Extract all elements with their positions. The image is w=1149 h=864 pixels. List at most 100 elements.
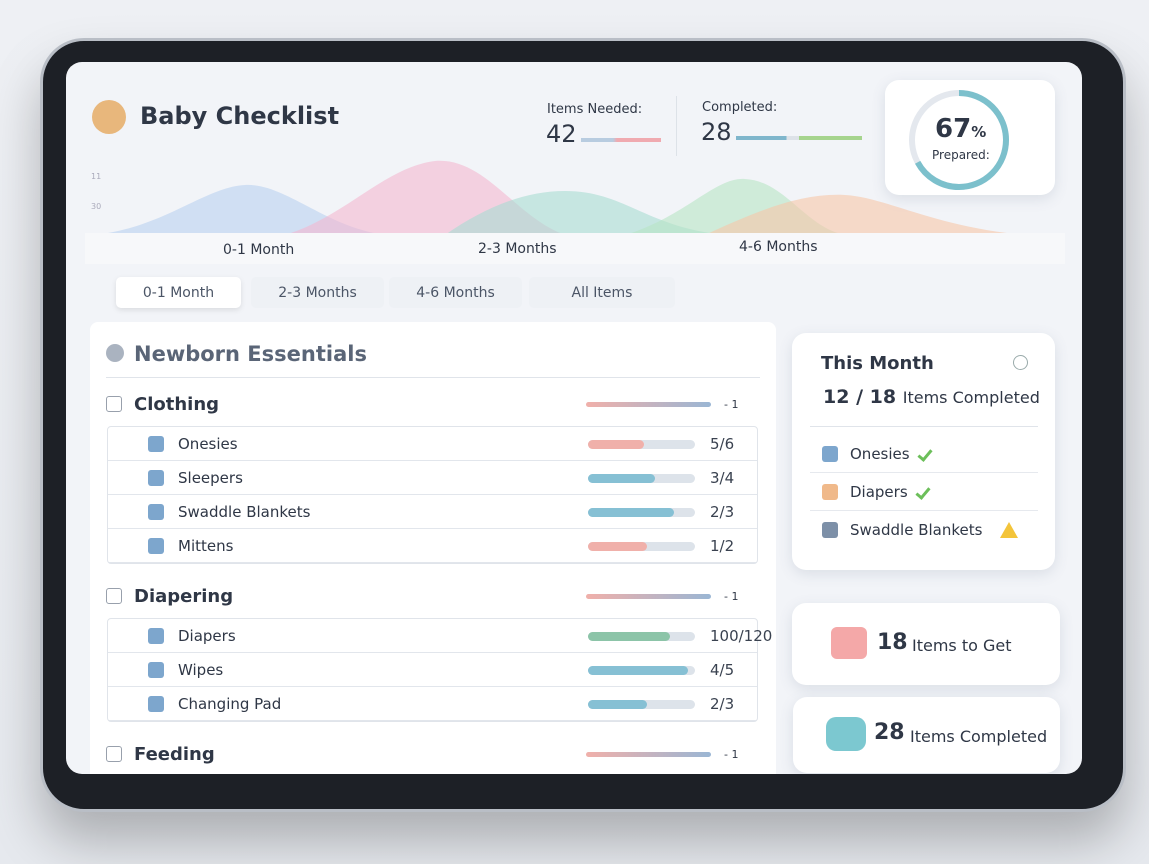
checkbox[interactable] — [148, 538, 164, 554]
progress-fill — [588, 632, 671, 641]
group-name: Diapering — [134, 585, 234, 607]
section-title: Newborn Essentials — [134, 342, 367, 366]
completed-label: Completed: — [702, 100, 778, 115]
warning-icon — [1000, 522, 1019, 538]
item-row: Wipes 4/5 — [108, 653, 757, 687]
items-to-get-card[interactable]: 18 Items to Get — [792, 603, 1060, 685]
timeline-label: 4-6 Months — [739, 239, 818, 255]
group-name: Feeding — [134, 743, 215, 765]
progress-text: 100/120 — [710, 626, 773, 645]
checkbox[interactable] — [148, 470, 164, 486]
progress-track — [588, 474, 695, 483]
group-items: Diapers 100/120 Wipes 4/5 Changing Pad 2/3 — [107, 618, 772, 722]
item-name: Diapers — [178, 626, 236, 645]
prepared-card: 67% Prepared: — [885, 80, 1055, 195]
checkbox[interactable] — [148, 628, 164, 644]
item-row: Changing Pad 2/3 — [108, 687, 757, 721]
mini-bar — [736, 136, 862, 140]
group-summary: - 1 — [724, 589, 739, 603]
summary-label: Items Completed — [902, 388, 1040, 407]
progress-text: 4/5 — [710, 660, 735, 679]
progress-track — [588, 440, 695, 449]
group-header: Feeding - 1 — [106, 738, 760, 770]
tab[interactable]: 2-3 Months — [251, 277, 384, 308]
checkbox[interactable] — [822, 445, 838, 462]
progress-track — [588, 700, 695, 709]
progress-text: 5/6 — [710, 434, 735, 453]
tab[interactable]: 0-1 Month — [116, 277, 241, 308]
completed-value: 28 — [701, 118, 732, 146]
checkbox[interactable] — [106, 746, 122, 762]
month-item: Onesies — [810, 435, 1038, 473]
timeline-axis — [85, 233, 1065, 264]
axis-label: 30 — [91, 202, 101, 211]
done: 12 — [823, 386, 850, 408]
item-name: Swaddle Blankets — [178, 502, 311, 521]
checkbox[interactable] — [148, 696, 164, 712]
timeline-label: 2-3 Months — [478, 241, 557, 257]
item-row: Onesies 5/6 — [108, 427, 757, 461]
checkbox[interactable] — [822, 483, 838, 500]
checklist-panel: Newborn Essentials Clothing - 1 Onesies 5/6… — [90, 322, 776, 774]
progress-text: 2/3 — [710, 694, 735, 713]
progress-fill — [588, 666, 688, 675]
checkbox[interactable] — [106, 396, 122, 412]
progress-track — [588, 666, 695, 675]
item-name: Wipes — [178, 660, 224, 679]
item-name: Swaddle Blankets — [850, 521, 983, 539]
count: 18 — [877, 630, 908, 655]
divider — [106, 377, 760, 378]
app-title: Baby Checklist — [140, 102, 340, 130]
month-item: Diapers — [810, 473, 1038, 511]
wave — [95, 184, 385, 235]
tab[interactable]: All Items — [529, 277, 675, 308]
timeline-waves: 11 30 — [91, 160, 1025, 235]
divider — [810, 426, 1038, 427]
check-mark — [915, 483, 931, 500]
item-row: Mittens 1/2 — [108, 529, 757, 563]
month-item: Swaddle Blankets — [810, 511, 1038, 549]
group-summary: - 1 — [724, 747, 739, 761]
prepared-unit: % — [971, 123, 987, 141]
card-title: This Month — [821, 353, 934, 374]
axis-label: 11 — [91, 172, 101, 181]
checkbox[interactable] — [148, 662, 164, 678]
check-icon — [826, 717, 866, 751]
progress-fill — [588, 508, 674, 517]
items-completed-card[interactable]: 28 Items Completed — [793, 697, 1060, 773]
label: Items to Get — [912, 636, 1012, 655]
group-name: Clothing — [134, 393, 220, 415]
tab[interactable]: 4-6 Months — [389, 277, 522, 308]
group-bar — [586, 593, 711, 599]
group-header: Diapering - 1 — [106, 580, 760, 612]
gear-icon — [106, 344, 124, 362]
progress-fill — [588, 440, 644, 449]
progress-text: 2/3 — [710, 502, 735, 521]
prepared-ring — [909, 90, 1009, 190]
teddy-icon — [92, 100, 126, 134]
prepared-label: Prepared: — [932, 148, 990, 162]
count: 28 — [874, 720, 905, 745]
timeline-label: 0-1 Month — [223, 242, 295, 258]
info-icon[interactable] — [1013, 355, 1028, 370]
progress-fill — [588, 474, 656, 483]
group-header: Clothing - 1 — [106, 388, 760, 420]
item-name: Onesies — [178, 434, 238, 453]
item-name: Sleepers — [178, 468, 243, 487]
month-list: Onesies Diapers Swaddle Blankets — [810, 435, 1038, 549]
progress-track — [588, 508, 695, 517]
cart-icon — [831, 627, 867, 659]
group-summary: - 1 — [724, 397, 739, 411]
progress-track — [588, 632, 695, 641]
item-row: Swaddle Blankets 2/3 — [108, 495, 757, 529]
separator: / — [856, 386, 864, 408]
checkbox[interactable] — [148, 504, 164, 520]
item-name: Diapers — [850, 482, 908, 501]
item-name: Mittens — [178, 536, 234, 555]
checkbox[interactable] — [148, 436, 164, 452]
wave — [705, 194, 1025, 235]
checkbox[interactable] — [822, 522, 838, 538]
prepared-value: 67% — [935, 114, 986, 144]
checkbox[interactable] — [106, 588, 122, 604]
item-row: Sleepers 3/4 — [108, 461, 757, 495]
